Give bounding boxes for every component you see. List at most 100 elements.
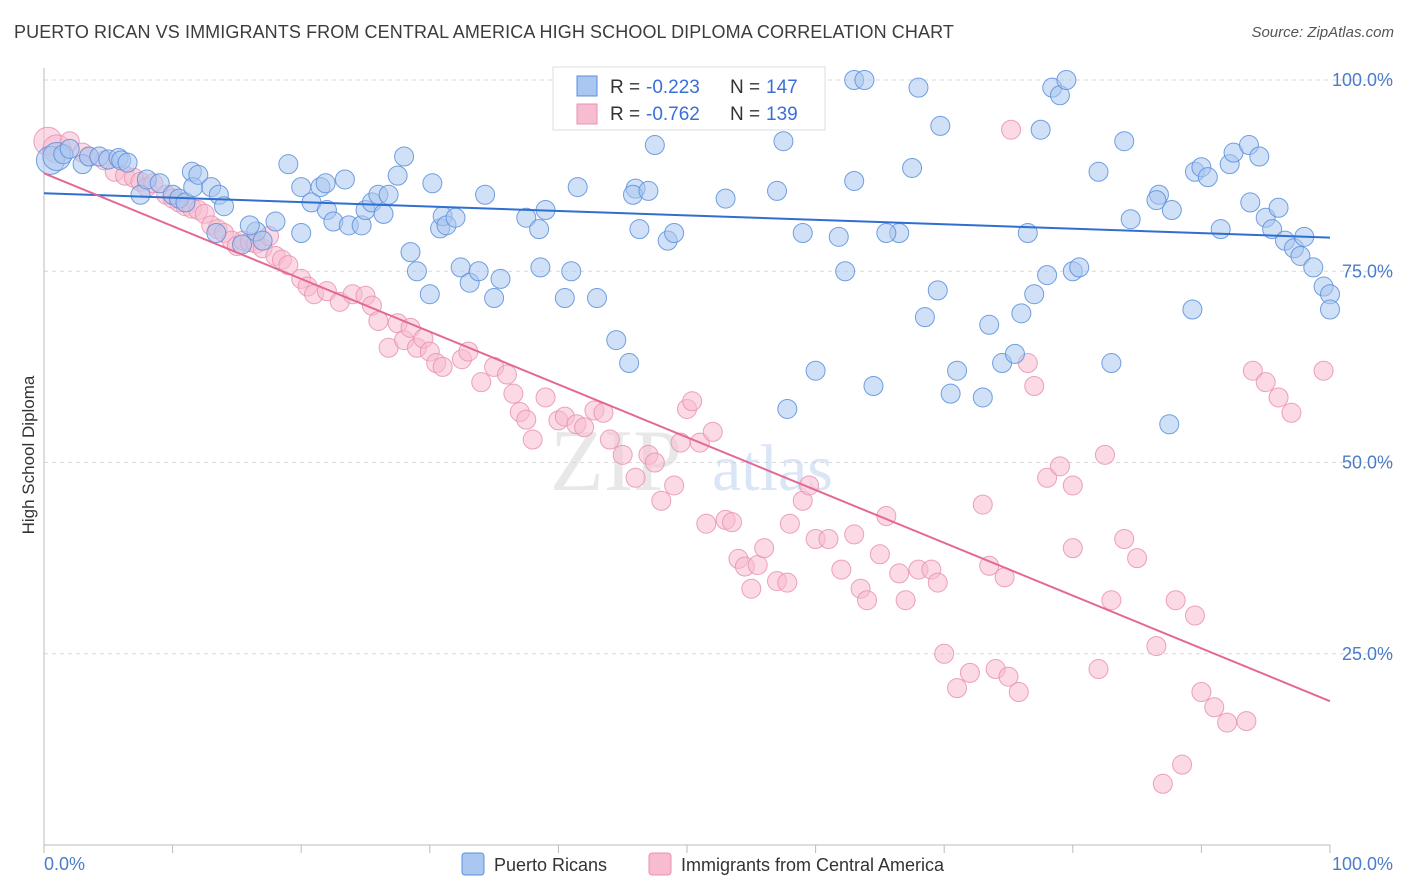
point-puerto-rican-96 [1088, 161, 1109, 182]
point-immigrant-72 [664, 475, 685, 496]
legend-swatch-pink [576, 103, 598, 125]
x-tick-label-0: 0.0% [44, 854, 85, 874]
point-immigrant-88 [779, 513, 800, 534]
point-puerto-rican-130 [767, 180, 788, 201]
point-immigrant-103 [927, 572, 948, 593]
point-puerto-rican-116 [1290, 245, 1311, 266]
point-puerto-rican-122 [1249, 146, 1270, 167]
point-immigrant-58 [522, 429, 543, 450]
point-immigrant-63 [574, 417, 595, 438]
legend-item-puerto-ricans[interactable]: Puerto Ricans [461, 852, 607, 876]
point-puerto-rican-23 [206, 223, 227, 243]
source-label: Source: ZipAtlas.com [1251, 24, 1394, 41]
legend-item-immigrants[interactable]: Immigrants from Central America [648, 852, 945, 876]
legend-n-label-1: N = [730, 77, 760, 98]
point-immigrant-70 [644, 452, 665, 473]
point-puerto-rican-62 [529, 219, 550, 240]
point-puerto-rican-27 [252, 230, 273, 251]
point-immigrant-117 [1088, 659, 1109, 680]
point-puerto-rican-100 [1146, 190, 1167, 211]
point-immigrant-49 [432, 356, 453, 377]
point-puerto-rican-113 [1268, 197, 1289, 218]
point-immigrant-119 [1101, 590, 1122, 611]
point-puerto-rican-101 [1161, 200, 1182, 221]
point-puerto-rican-37 [334, 169, 355, 190]
y-axis-title: High School Diploma [19, 375, 38, 534]
point-immigrant-124 [1165, 590, 1186, 611]
point-puerto-rican-142 [828, 226, 849, 247]
point-immigrant-68 [625, 467, 646, 488]
legend-r-value-1: -0.223 [646, 77, 700, 98]
y-tick-label-3: 25.0% [1342, 644, 1393, 664]
point-immigrant-104 [934, 643, 955, 664]
legend-n-value-1: 147 [766, 77, 798, 98]
point-puerto-rican-63 [530, 257, 551, 278]
point-puerto-rican-145 [777, 398, 798, 419]
point-immigrant-123 [1152, 773, 1173, 794]
point-immigrant-134 [1281, 402, 1302, 423]
point-puerto-rican-29 [278, 154, 299, 175]
point-puerto-rican-98 [1120, 209, 1141, 230]
point-puerto-rican-66 [561, 261, 582, 282]
point-immigrant-59 [535, 387, 556, 408]
point-puerto-rican-110 [1240, 192, 1261, 213]
watermark-atlas: atlas [712, 432, 833, 505]
point-puerto-rican-46 [394, 146, 415, 167]
point-immigrant-128 [1204, 697, 1225, 718]
legend-swatch-immigrants [648, 852, 672, 876]
point-puerto-rican-67 [567, 177, 588, 198]
point-immigrant-116 [1062, 538, 1083, 559]
point-immigrant-106 [959, 662, 980, 683]
point-puerto-rican-136 [805, 360, 826, 381]
axes [43, 68, 1331, 853]
point-puerto-rican-74 [638, 180, 659, 201]
point-immigrant-135 [1313, 360, 1334, 381]
legend-r-value-2: -0.762 [646, 104, 700, 125]
point-puerto-rican-135 [792, 223, 813, 243]
point-puerto-rican-73 [629, 219, 650, 240]
point-immigrant-133 [1268, 387, 1289, 408]
point-puerto-rican-146 [1159, 414, 1180, 435]
legend-swatch-blue [576, 75, 598, 97]
point-immigrant-136 [1001, 119, 1022, 140]
point-immigrant-122 [1146, 636, 1167, 657]
point-puerto-rican-68 [586, 288, 607, 309]
point-puerto-rican-131 [715, 188, 736, 209]
point-immigrant-78 [702, 421, 723, 442]
legend-n-label-2: N = [730, 104, 760, 125]
point-puerto-rican-31 [291, 223, 312, 243]
point-immigrant-121 [1127, 548, 1148, 569]
stats-legend-box [552, 66, 826, 131]
point-immigrant-105 [947, 678, 968, 699]
point-puerto-rican-95 [1069, 257, 1090, 278]
series-puerto-ricans-points [35, 70, 1340, 435]
legend-label-immigrants: Immigrants from Central America [681, 855, 945, 875]
legend-swatch-puerto-ricans [461, 852, 485, 876]
point-puerto-rican-92 [1024, 284, 1045, 305]
point-immigrant-73 [670, 432, 691, 453]
point-immigrant-131 [1242, 360, 1263, 381]
point-immigrant-80 [722, 512, 743, 533]
point-puerto-rican-133 [902, 157, 923, 178]
point-puerto-rican-91 [1004, 343, 1025, 364]
trend-line-puerto-ricans [43, 192, 1331, 239]
point-puerto-rican-141 [1037, 265, 1058, 286]
point-puerto-rican-45 [387, 165, 408, 186]
point-puerto-rican-19 [188, 164, 209, 185]
point-immigrant-94 [844, 524, 865, 545]
point-puerto-rican-48 [406, 261, 427, 282]
point-puerto-rican-60 [490, 268, 511, 289]
point-puerto-rican-49 [419, 284, 440, 305]
point-puerto-rican-69 [606, 330, 627, 351]
point-puerto-rican-138 [940, 383, 961, 404]
trend-line-immigrants [43, 172, 1331, 703]
point-immigrant-92 [818, 529, 839, 549]
point-puerto-rican-88 [947, 360, 968, 381]
legend-n-value-2: 139 [766, 104, 798, 125]
point-immigrant-52 [471, 372, 492, 393]
point-puerto-rican-112 [1262, 219, 1283, 240]
point-immigrant-110 [998, 666, 1019, 687]
point-immigrant-132 [1255, 372, 1276, 393]
point-puerto-rican-132 [844, 170, 865, 191]
